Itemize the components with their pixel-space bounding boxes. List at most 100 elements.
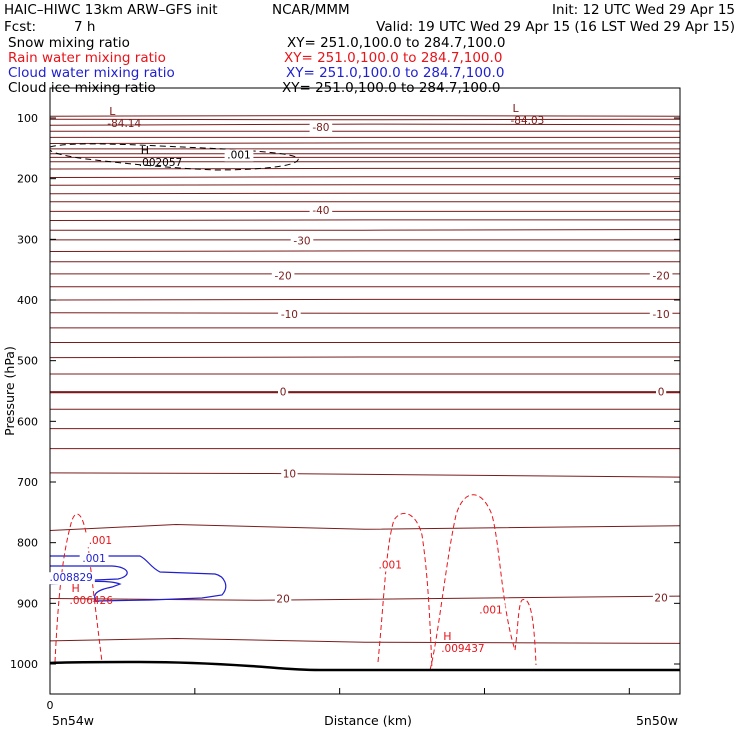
rain-contour-right (429, 494, 516, 671)
y-tick-label: 900 (17, 597, 38, 610)
field-xy-cloud-ice: XY= 251.0,100.0 to 284.7,100.0 (282, 80, 501, 96)
extremum-marker: H (72, 582, 80, 595)
extremum-value: -84.14 (107, 118, 141, 130)
field-name-cloud-water: Cloud water mixing ratio (8, 65, 175, 81)
field-name-cloud-ice: Cloud ice mixing ratio (8, 80, 156, 96)
label-background (224, 149, 254, 162)
contour-label: .008829 (49, 572, 92, 584)
contour-label: .001 (82, 553, 105, 565)
isotherm-line (50, 118, 680, 121)
fcst-value: 7 h (74, 19, 96, 35)
label-background (375, 559, 405, 572)
contour-label: -30 (293, 236, 310, 248)
isotherm-line (50, 523, 680, 531)
rain-contour-far-right (514, 599, 537, 666)
label-background (649, 270, 673, 283)
isotherm-line (50, 637, 680, 644)
isotherm-line (50, 184, 680, 186)
extremum-marker: L (513, 102, 520, 115)
contour-label: -20 (653, 271, 670, 283)
contour-label: 10 (283, 469, 296, 481)
plot-frame (49, 87, 681, 695)
contour-label: .001 (479, 604, 502, 616)
rain-contour-left (54, 513, 103, 663)
label-background (309, 205, 333, 218)
org-label: NCAR/MMM (272, 2, 350, 18)
ground-line (50, 660, 680, 672)
isotherm-line (50, 312, 680, 314)
contour-label: 20 (654, 592, 667, 604)
x-axis (194, 688, 630, 694)
label-background (281, 468, 298, 481)
y-tick-label: 200 (17, 173, 38, 186)
label-background (278, 308, 301, 321)
cloud-water-contours (50, 555, 227, 602)
contour-label: -10 (281, 309, 298, 321)
y-tick-label: 300 (17, 233, 38, 246)
isotherm-line (50, 219, 680, 221)
model-title: HAIC–HIWC 13km ARW–GFS init (4, 2, 218, 18)
isotherm-line (50, 250, 680, 252)
field-xy-cloud-water: XY= 251.0,100.0 to 284.7,100.0 (286, 65, 505, 81)
extremum-value: .006426 (70, 595, 114, 607)
y-tick-label: 600 (17, 415, 38, 428)
extremum-value: -84.03 (511, 115, 545, 127)
label-background (274, 593, 292, 606)
isotherm-line (50, 176, 680, 178)
isotherm-line (50, 142, 680, 144)
rain-contour-mid (377, 512, 433, 671)
y-tick-label: 100 (17, 112, 38, 125)
temperature-contours (50, 115, 680, 644)
field-name-rain: Rain water mixing ratio (8, 50, 166, 66)
isotherm-line (50, 356, 680, 359)
contour-label: 20 (276, 593, 289, 605)
x-end-label: 5n50w (636, 713, 678, 728)
label-background (86, 535, 115, 548)
contour-label: -10 (653, 309, 670, 321)
isotherm-line (50, 115, 680, 117)
contour-label: .001 (227, 149, 250, 161)
valid-label: Valid: 19 UTC Wed 29 Apr 15 (16 LST Wed … (376, 19, 735, 35)
field-xy-rain: XY= 251.0,100.0 to 284.7,100.0 (284, 50, 503, 66)
contour-label: 0 (280, 387, 287, 399)
init-label: Init: 12 UTC Wed 29 Apr 15 (552, 2, 735, 18)
contour-label: .001 (379, 560, 402, 572)
isotherm-line (50, 595, 680, 601)
y-tick-label: 800 (17, 537, 38, 550)
extremum-value: .002057 (139, 157, 182, 169)
label-background (271, 270, 295, 283)
terrain-surface (50, 660, 680, 672)
contour-label: .001 (89, 535, 112, 547)
contour-labels: -80 -40 -30 -20 -20 -10 -10 0 0 10 20 20 .001 .001 .00… (47, 102, 673, 655)
label-background (652, 592, 670, 605)
y-axis-label: Pressure (hPa) (2, 346, 17, 436)
label-background (476, 604, 506, 617)
isotherm-line (50, 167, 680, 170)
isotherm-line (50, 298, 680, 301)
cloud-water-outer-contour (50, 555, 227, 602)
label-background (309, 122, 333, 135)
y-tick-label: 500 (17, 355, 38, 368)
isotherm-line (50, 472, 680, 478)
extremum-value: .009437 (441, 643, 484, 655)
label-background (656, 386, 667, 399)
field-xy-snow: XY= 251.0,100.0 to 284.7,100.0 (287, 35, 506, 51)
x-start-label: 5n54w (52, 713, 94, 728)
y-tick-label: 700 (17, 476, 38, 489)
label-background (79, 552, 109, 565)
isotherm-line (50, 123, 680, 126)
fcst-label: Fcst: (4, 19, 37, 35)
cloud-water-inner-contour (50, 565, 128, 583)
isotherm-line (50, 192, 680, 195)
extremum-marker: H (141, 144, 149, 157)
field-name-snow: Snow mixing ratio (8, 35, 130, 51)
contour-label: -40 (312, 205, 329, 217)
extremum-marker: L (109, 105, 116, 118)
cloud-ice-contour (50, 143, 299, 171)
contour-label: 0 (658, 387, 665, 399)
cloud-ice-contour-line (50, 143, 299, 171)
label-background (649, 308, 673, 321)
y-tick-label: 400 (17, 294, 38, 307)
